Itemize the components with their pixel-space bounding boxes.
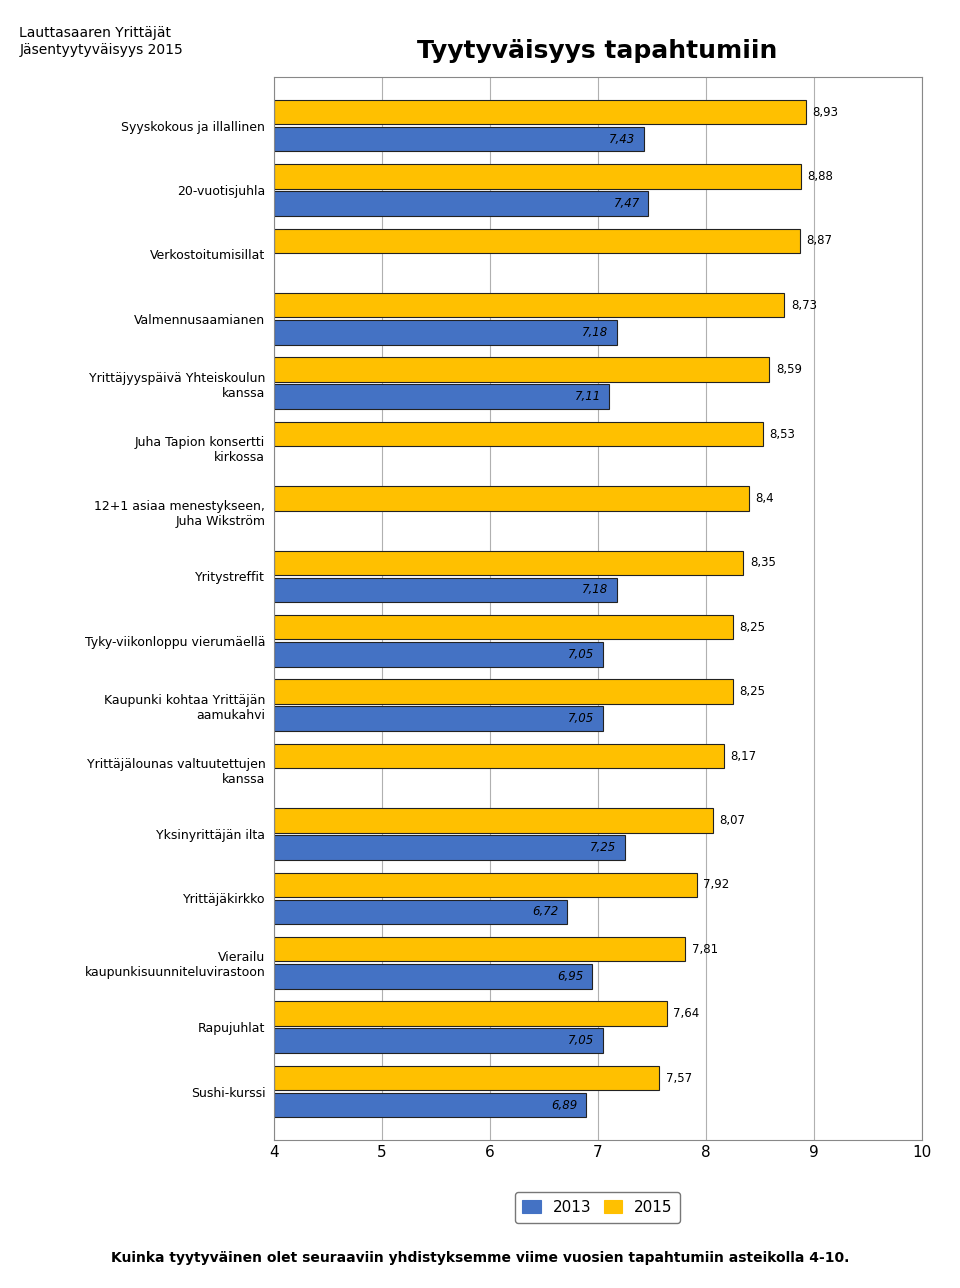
Text: 8,59: 8,59 [776,363,802,376]
Bar [274,100,806,125]
Text: 6,89: 6,89 [551,1099,577,1112]
Bar [274,809,713,833]
Bar [274,229,800,254]
Bar [274,1028,603,1054]
Text: 8,17: 8,17 [731,750,756,762]
Bar [274,616,732,640]
Text: Lauttasaaren Yrittäjät: Lauttasaaren Yrittäjät [19,26,171,40]
Text: 7,11: 7,11 [575,390,601,403]
Bar [274,578,617,603]
Text: 7,05: 7,05 [568,712,594,725]
Text: 8,07: 8,07 [720,814,746,827]
Bar [274,707,603,732]
Bar [274,643,603,667]
Text: 7,92: 7,92 [704,878,730,891]
Text: 7,18: 7,18 [582,583,609,596]
Text: 7,43: 7,43 [610,133,636,146]
Bar [274,128,644,152]
Bar [274,1002,666,1025]
Bar [274,873,697,896]
Text: 8,88: 8,88 [807,170,833,183]
Bar [274,1092,586,1117]
Text: 7,25: 7,25 [589,841,616,854]
Text: 8,25: 8,25 [739,621,765,634]
Bar [274,1066,660,1090]
Bar [274,422,763,447]
Text: 8,73: 8,73 [791,299,817,312]
Bar [274,963,592,989]
Title: Tyytyväisyys tapahtumiin: Tyytyväisyys tapahtumiin [418,39,778,63]
Text: 6,72: 6,72 [533,905,559,918]
Bar [274,384,610,410]
Bar [274,486,749,511]
Bar [274,294,784,318]
Text: 8,53: 8,53 [769,428,795,440]
Text: 8,4: 8,4 [756,492,774,505]
Text: 7,64: 7,64 [673,1007,700,1020]
Bar [274,899,567,925]
Bar [274,938,685,961]
Text: 7,18: 7,18 [582,326,609,339]
Text: 7,05: 7,05 [568,648,594,661]
Legend: 2013, 2015: 2013, 2015 [515,1193,681,1222]
Text: Kuinka tyytyväinen olet seuraaviin yhdistyksemme viime vuosien tapahtumiin astei: Kuinka tyytyväinen olet seuraaviin yhdis… [110,1251,850,1265]
Text: 8,25: 8,25 [739,685,765,698]
Bar [274,357,769,383]
Text: 7,47: 7,47 [613,197,639,210]
Bar [274,680,732,705]
Text: 8,93: 8,93 [812,106,838,118]
Bar [274,319,617,345]
Text: 7,81: 7,81 [691,943,718,956]
Bar [274,192,648,216]
Text: 6,95: 6,95 [558,970,584,983]
Bar [274,836,625,860]
Text: 8,35: 8,35 [750,556,776,569]
Text: 7,57: 7,57 [665,1072,692,1084]
Text: Jäsentyytyväisyys 2015: Jäsentyytyväisyys 2015 [19,43,183,57]
Text: 8,87: 8,87 [806,234,832,247]
Bar [274,744,724,768]
Bar [274,165,801,189]
Text: 7,05: 7,05 [568,1034,594,1047]
Bar [274,551,743,576]
